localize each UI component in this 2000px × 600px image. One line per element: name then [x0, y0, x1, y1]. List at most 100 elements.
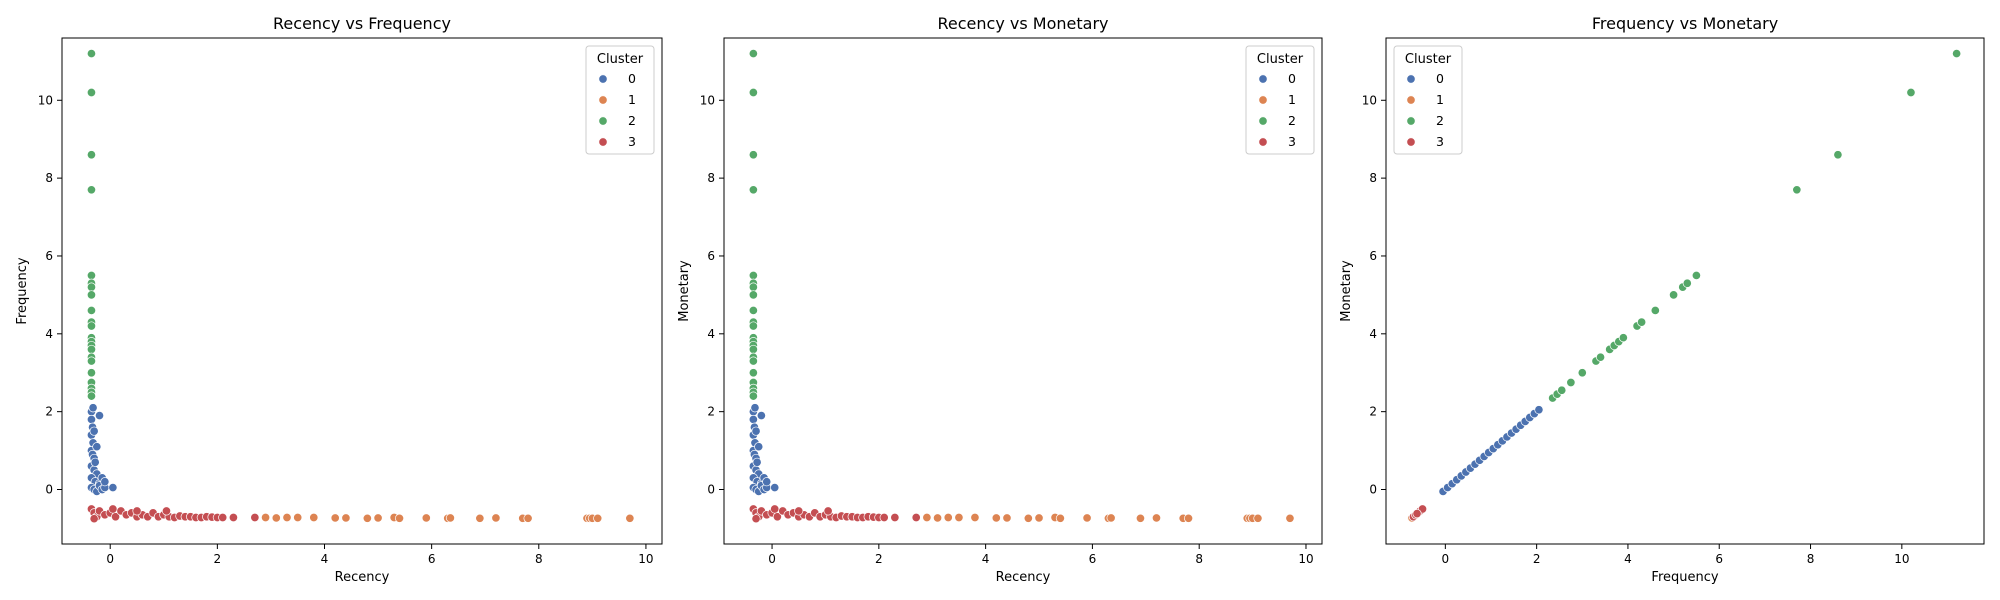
points [748, 49, 1295, 524]
data-point [161, 506, 172, 516]
y-tick-label: 2 [707, 405, 715, 419]
data-point [922, 512, 932, 523]
data-point [1055, 513, 1065, 523]
data-point [282, 512, 292, 523]
legend-title: Cluster [1257, 52, 1304, 67]
data-point [330, 513, 340, 523]
data-point [271, 513, 281, 523]
data-point [991, 513, 1001, 523]
legend-label-3: 3 [1288, 134, 1296, 149]
data-point [261, 512, 271, 523]
x-tick-label: 6 [1715, 552, 1723, 566]
x-tick-label: 6 [428, 552, 436, 566]
y-tick-label: 4 [1369, 327, 1377, 341]
data-point [1952, 49, 1962, 59]
data-point [1682, 278, 1692, 288]
points [86, 49, 635, 524]
legend-marker-3 [1258, 137, 1268, 147]
legend-marker-0 [1406, 74, 1416, 84]
data-point [86, 321, 97, 331]
x-tick-label: 0 [1442, 552, 1450, 566]
data-point [1135, 513, 1146, 523]
x-tick-label: 0 [106, 552, 114, 566]
points [1407, 49, 1962, 523]
series-cluster-1 [922, 512, 1295, 523]
series-cluster-1 [261, 512, 635, 523]
data-point [823, 506, 833, 516]
data-point [1792, 185, 1802, 195]
y-tick-label: 4 [707, 327, 715, 341]
legend-label-3: 3 [628, 134, 636, 149]
data-point [1691, 270, 1701, 280]
data-point [1023, 513, 1033, 523]
data-point [1412, 509, 1422, 519]
data-point [1833, 150, 1843, 160]
data-point [625, 513, 635, 523]
data-point [86, 270, 97, 280]
data-point [394, 513, 405, 523]
x-tick-label: 10 [1298, 552, 1313, 566]
y-tick-label: 0 [45, 483, 53, 497]
y-tick-label: 0 [1369, 483, 1377, 497]
data-point [751, 514, 761, 524]
legend-marker-1 [598, 95, 608, 105]
data-point [1002, 513, 1012, 523]
data-point [218, 512, 228, 523]
chart-title: Recency vs Monetary [938, 14, 1109, 33]
series-cluster-2 [86, 49, 97, 401]
data-point [373, 513, 383, 523]
data-point [748, 368, 758, 378]
axes-frame [61, 37, 663, 545]
y-tick-label: 8 [45, 171, 53, 185]
data-point [445, 513, 455, 523]
y-axis-label: Monetary [1339, 260, 1354, 322]
x-axis-label: Recency [996, 570, 1051, 585]
data-point [362, 513, 372, 523]
data-point [1034, 513, 1044, 523]
legend-label-1: 1 [1436, 92, 1444, 107]
y-tick-label: 10 [1362, 93, 1377, 107]
data-point [341, 513, 351, 523]
x-tick-label: 2 [875, 552, 883, 566]
legend-box [585, 45, 655, 155]
legend-marker-1 [1258, 95, 1268, 105]
data-point [748, 414, 758, 424]
legend-label-2: 2 [1288, 113, 1296, 128]
legend-marker-2 [1406, 116, 1416, 126]
x-axis-label: Frequency [1651, 570, 1718, 585]
legend-marker-0 [1258, 74, 1268, 84]
data-point [86, 305, 97, 316]
legend-label-1: 1 [628, 92, 636, 107]
data-point [1577, 368, 1587, 378]
data-point [92, 442, 102, 452]
axes-frame [1385, 37, 1985, 545]
data-point [756, 410, 766, 421]
data-point [86, 414, 97, 424]
data-point [933, 513, 943, 523]
data-point [754, 442, 764, 452]
legend-marker-3 [1406, 137, 1416, 147]
data-point [475, 513, 485, 523]
data-point [421, 513, 431, 523]
x-tick-label: 6 [1089, 552, 1097, 566]
data-point [748, 344, 758, 354]
data-point [86, 185, 97, 195]
data-point [752, 457, 762, 467]
legend-label-2: 2 [628, 113, 636, 128]
series-cluster-2 [748, 49, 758, 401]
data-point [89, 514, 99, 524]
data-point [1082, 513, 1092, 523]
data-point [250, 512, 260, 523]
data-point [750, 403, 760, 413]
y-tick-label: 2 [1369, 405, 1377, 419]
data-point [748, 290, 758, 300]
legend-marker-3 [598, 137, 608, 147]
legend-label-0: 0 [628, 71, 636, 86]
series-cluster-3 [1408, 504, 1428, 522]
x-tick-label: 2 [1533, 552, 1541, 566]
legend: Cluster 0 1 2 3 [1393, 45, 1463, 155]
